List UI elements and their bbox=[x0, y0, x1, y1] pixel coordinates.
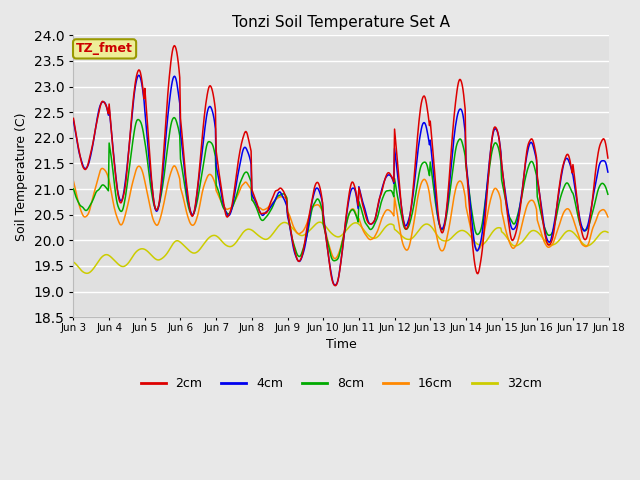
Legend: 2cm, 4cm, 8cm, 16cm, 32cm: 2cm, 4cm, 8cm, 16cm, 32cm bbox=[136, 372, 547, 396]
X-axis label: Time: Time bbox=[326, 338, 356, 351]
Y-axis label: Soil Temperature (C): Soil Temperature (C) bbox=[15, 112, 28, 240]
Title: Tonzi Soil Temperature Set A: Tonzi Soil Temperature Set A bbox=[232, 15, 450, 30]
Text: TZ_fmet: TZ_fmet bbox=[76, 42, 133, 55]
